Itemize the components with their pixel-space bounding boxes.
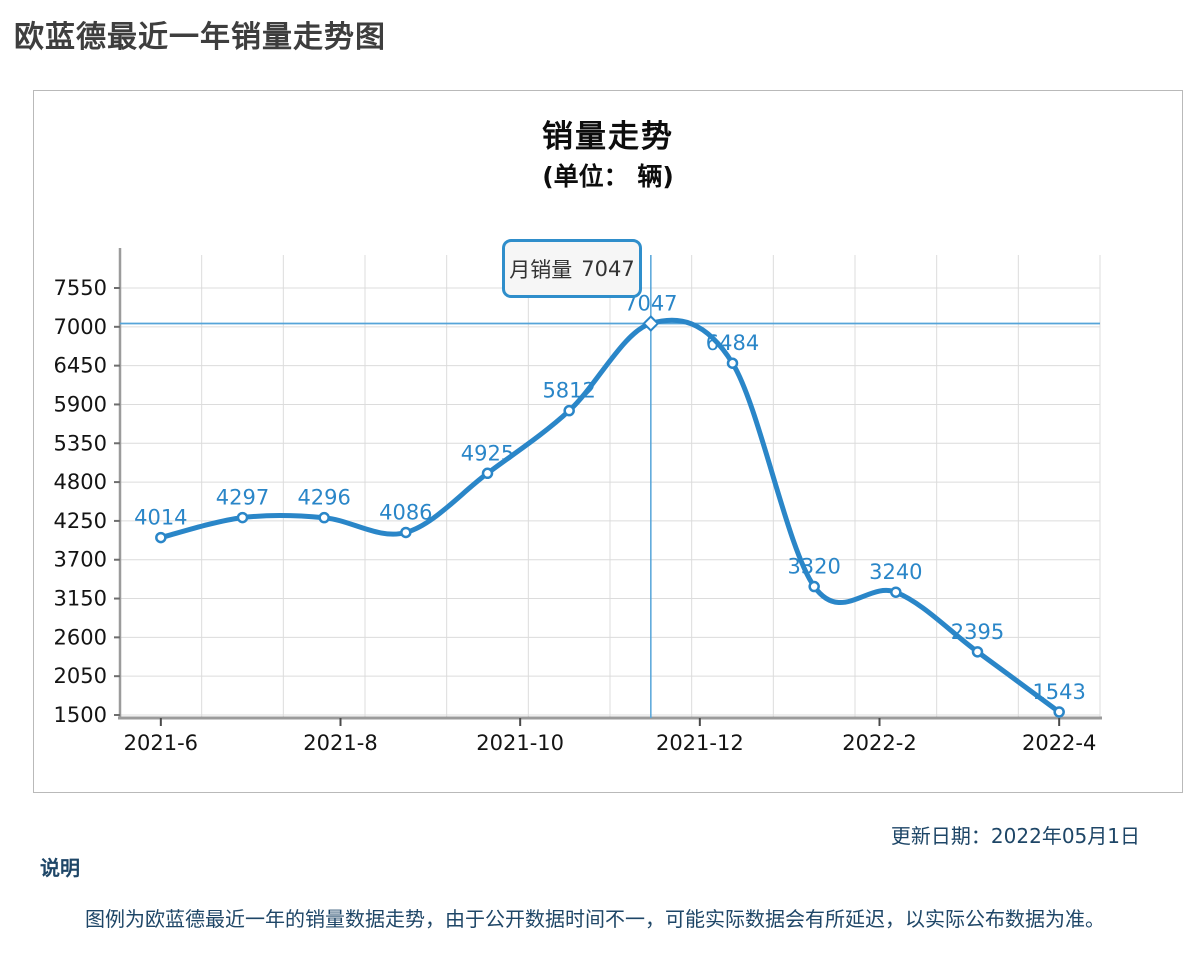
point-marker[interactable] bbox=[1053, 706, 1065, 718]
y-tick-label: 7550 bbox=[54, 276, 107, 300]
tooltip-value: 7047 bbox=[581, 256, 635, 281]
x-tick-label: 2021-6 bbox=[124, 731, 198, 755]
point-label: 5812 bbox=[542, 379, 595, 403]
x-tick-label: 2021-10 bbox=[476, 731, 564, 755]
point-label: 4296 bbox=[297, 486, 350, 510]
point-label: 3240 bbox=[869, 560, 922, 584]
point-label: 4086 bbox=[379, 500, 432, 524]
highlighted-point-marker[interactable] bbox=[642, 315, 660, 332]
point-label: 4297 bbox=[216, 486, 269, 510]
y-tick-label: 2600 bbox=[54, 625, 107, 649]
x-tick-label: 2022-4 bbox=[1022, 731, 1096, 755]
y-tick-label: 3150 bbox=[54, 587, 107, 611]
tooltip: 月销量 7047 bbox=[502, 239, 642, 298]
update-date: 更新日期：2022年05月1日 bbox=[890, 824, 1140, 848]
point-label: 4014 bbox=[134, 506, 187, 530]
point-label: 2395 bbox=[951, 620, 1004, 644]
point-marker[interactable] bbox=[890, 586, 902, 598]
chart-subtitle: (单位： 辆) bbox=[542, 162, 674, 191]
x-tick-label: 2021-12 bbox=[656, 731, 744, 755]
point-marker[interactable] bbox=[563, 404, 575, 417]
point-label: 4925 bbox=[461, 441, 514, 465]
y-tick-label: 2050 bbox=[54, 664, 107, 688]
point-marker[interactable] bbox=[808, 580, 820, 593]
y-tick-label: 1500 bbox=[54, 703, 107, 727]
y-tick-label: 7000 bbox=[54, 315, 107, 339]
y-tick-label: 3700 bbox=[54, 548, 107, 572]
point-label: 3320 bbox=[787, 555, 840, 579]
point-marker[interactable] bbox=[726, 357, 739, 369]
point-marker[interactable] bbox=[236, 511, 249, 524]
point-marker[interactable] bbox=[481, 467, 494, 480]
y-tick-label: 6450 bbox=[54, 354, 107, 378]
point-marker[interactable] bbox=[318, 511, 330, 524]
point-marker[interactable] bbox=[400, 526, 412, 539]
y-tick-label: 5900 bbox=[54, 392, 107, 416]
page-title: 欧蓝德最近一年销量走势图 bbox=[14, 20, 386, 55]
point-marker[interactable] bbox=[971, 646, 984, 658]
note-text: 图例为欧蓝德最近一年的销量数据走势，由于公开数据时间不一，可能实际数据会有所延迟… bbox=[85, 907, 1105, 931]
sales-trend-line-chart[interactable]: 7550 7000 6450 5900 5350 4800 4250 3700 3150 2600… bbox=[0, 0, 1200, 810]
note-label: 说明 bbox=[40, 856, 80, 880]
x-tick-label: 2021-8 bbox=[303, 731, 377, 755]
y-tick-label: 4800 bbox=[54, 470, 107, 494]
point-label: 1543 bbox=[1032, 680, 1085, 704]
y-tick-label: 5350 bbox=[54, 431, 107, 455]
x-tick-label: 2022-2 bbox=[842, 731, 916, 755]
tooltip-label: 月销量 bbox=[509, 257, 573, 282]
chart-title: 销量走势 bbox=[542, 119, 674, 155]
y-tick-label: 4250 bbox=[54, 509, 107, 533]
point-label: 6484 bbox=[706, 331, 759, 355]
point-marker[interactable] bbox=[155, 531, 167, 544]
